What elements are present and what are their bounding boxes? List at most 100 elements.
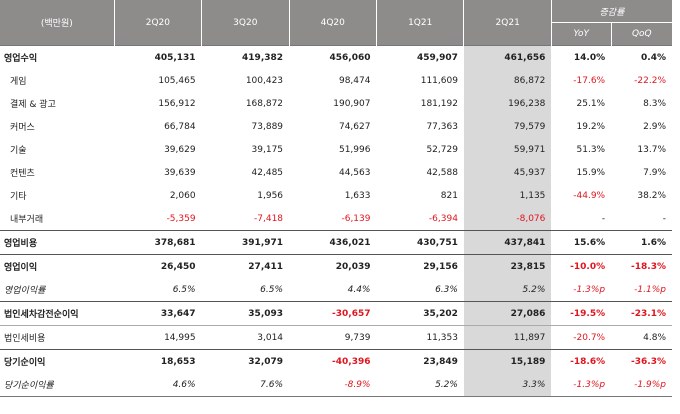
table-header: (백만원) 2Q20 3Q20 4Q20 1Q21 2Q21 증감률 YoY Q… (0, 0, 672, 46)
value-cell: 3,014 (201, 325, 290, 350)
period-header-3q20: 3Q20 (201, 0, 290, 46)
row-label: 컨텐츠 (10, 169, 35, 179)
table-row: 컨텐츠 39,639 42,485 44,563 42,588 45,937 15.9% 7.… (0, 161, 672, 184)
value-cell: 52,729 (426, 144, 458, 155)
qoq-header: QoQ (611, 22, 672, 46)
value-cell: 39,629 (164, 144, 196, 155)
value-cell: 42,588 (426, 167, 458, 178)
value-cell: 430,751 (376, 230, 464, 255)
table-body: 영업수익 405,131 419,382 456,060 459,907 461,656 1… (0, 45, 672, 397)
value-cell: 6.5% (260, 284, 284, 295)
value-cell: 35,202 (376, 301, 464, 326)
yoy-cell: 14.0% (551, 45, 612, 69)
yoy-cell: -18.6% (551, 349, 612, 373)
value-cell: 5.2% (376, 373, 464, 397)
yoy-cell: -1.3%p (573, 284, 606, 295)
value-cell: 4.4% (347, 284, 371, 295)
value-cell: 26,450 (114, 254, 202, 278)
value-cell: 11,353 (376, 325, 464, 350)
table-row: 법인세비용 14,995 3,014 9,739 11,353 11,897 -20.7% 4… (0, 325, 672, 350)
value-cell: 59,971 (463, 138, 552, 161)
value-cell: 42,485 (251, 167, 284, 178)
financial-table: (백만원) 2Q20 3Q20 4Q20 1Q21 2Q21 증감률 YoY Q… (0, 0, 672, 397)
value-cell: 2,060 (169, 190, 196, 201)
qoq-cell: 0.4% (611, 45, 672, 69)
value-cell: 74,627 (338, 121, 371, 132)
value-cell: -5,359 (166, 213, 196, 224)
value-cell: 39,175 (251, 144, 284, 155)
value-cell: 29,156 (376, 254, 464, 278)
yoy-header: YoY (551, 22, 612, 46)
value-cell: 111,609 (420, 75, 458, 86)
period-header-1q21: 1Q21 (376, 0, 465, 46)
qoq-cell: - (662, 213, 666, 224)
value-cell: -40,396 (289, 349, 377, 373)
yoy-cell: 51.3% (576, 144, 606, 155)
qoq-cell: -18.3% (611, 254, 672, 278)
table-row: 결제 & 광고 156,912 168,872 190,907 181,192 196,2… (0, 92, 672, 115)
qoq-cell: -36.3% (611, 349, 672, 373)
qoq-cell: 13.7% (637, 144, 666, 155)
qoq-cell: 1.6% (611, 230, 672, 255)
table-row: 기타 2,060 1,956 1,633 821 1,135 -44.9% 38.2% (0, 184, 672, 207)
table-row: 법인세차감전순이익 33,647 35,093 -30,657 35,202 27,086… (0, 301, 672, 326)
value-cell: 6.5% (172, 284, 196, 295)
value-cell: 39,639 (164, 167, 196, 178)
value-cell: 105,465 (158, 75, 196, 86)
row-label: 당기순이익 (0, 349, 115, 373)
value-cell: 459,907 (376, 45, 464, 69)
change-rate-header: 증감률 (551, 0, 672, 23)
value-cell: 27,411 (201, 254, 290, 278)
value-cell: 73,889 (251, 121, 284, 132)
yoy-cell: 15.9% (576, 167, 606, 178)
yoy-cell: -19.5% (551, 301, 612, 326)
value-cell: 437,841 (463, 230, 552, 255)
table-row: 영업비용 378,681 391,971 436,021 430,751 437,841 1… (0, 230, 672, 255)
value-cell: 15,189 (463, 349, 552, 373)
value-cell: 33,647 (114, 301, 202, 326)
table-row: 커머스 66,784 73,889 74,627 77,363 79,579 19.2% 2.… (0, 115, 672, 138)
row-label: 영업수익 (0, 45, 115, 69)
value-cell: 18,653 (114, 349, 202, 373)
value-cell: 436,021 (289, 230, 377, 255)
qoq-cell: 2.9% (643, 121, 666, 132)
value-cell: 7.6% (201, 373, 290, 397)
unit-header: (백만원) (0, 0, 115, 46)
value-cell: 23,849 (376, 349, 464, 373)
value-cell: 181,192 (420, 98, 458, 109)
value-cell: 14,995 (114, 325, 202, 350)
qoq-cell: 4.8% (611, 325, 672, 350)
row-label: 영업이익률 (4, 286, 46, 296)
yoy-cell: -17.6% (573, 75, 606, 86)
value-cell: -8.9% (289, 373, 377, 397)
qoq-cell: -1.9%p (611, 373, 672, 397)
row-label: 커머스 (10, 123, 35, 133)
row-label: 내부거래 (10, 215, 44, 225)
value-cell: 44,563 (338, 167, 371, 178)
value-cell: 11,897 (463, 325, 552, 350)
value-cell: 391,971 (201, 230, 290, 255)
row-label: 법인세비용 (0, 325, 115, 350)
value-cell: 27,086 (463, 301, 552, 326)
value-cell: -7,418 (254, 213, 284, 224)
value-cell: 821 (440, 190, 458, 201)
value-cell: 86,872 (463, 69, 552, 92)
value-cell: 45,937 (463, 161, 552, 184)
value-cell: 23,815 (463, 254, 552, 278)
row-label: 영업이익 (0, 254, 115, 278)
yoy-cell: 25.1% (576, 98, 606, 109)
row-label: 당기순이익률 (0, 373, 115, 397)
value-cell: -30,657 (289, 301, 377, 326)
value-cell: 98,474 (338, 75, 371, 86)
yoy-cell: 15.6% (551, 230, 612, 255)
value-cell: 77,363 (426, 121, 458, 132)
value-cell: 405,131 (114, 45, 202, 69)
period-header-2q20: 2Q20 (114, 0, 203, 46)
yoy-cell: -44.9% (573, 190, 606, 201)
value-cell: 66,784 (164, 121, 196, 132)
value-cell: 378,681 (114, 230, 202, 255)
period-header-2q21: 2Q21 (463, 0, 552, 46)
table-row: 내부거래 -5,359 -7,418 -6,139 -6,394 -8,076 - - (0, 207, 672, 231)
row-label: 결제 & 광고 (10, 100, 56, 110)
yoy-cell: 19.2% (576, 121, 606, 132)
